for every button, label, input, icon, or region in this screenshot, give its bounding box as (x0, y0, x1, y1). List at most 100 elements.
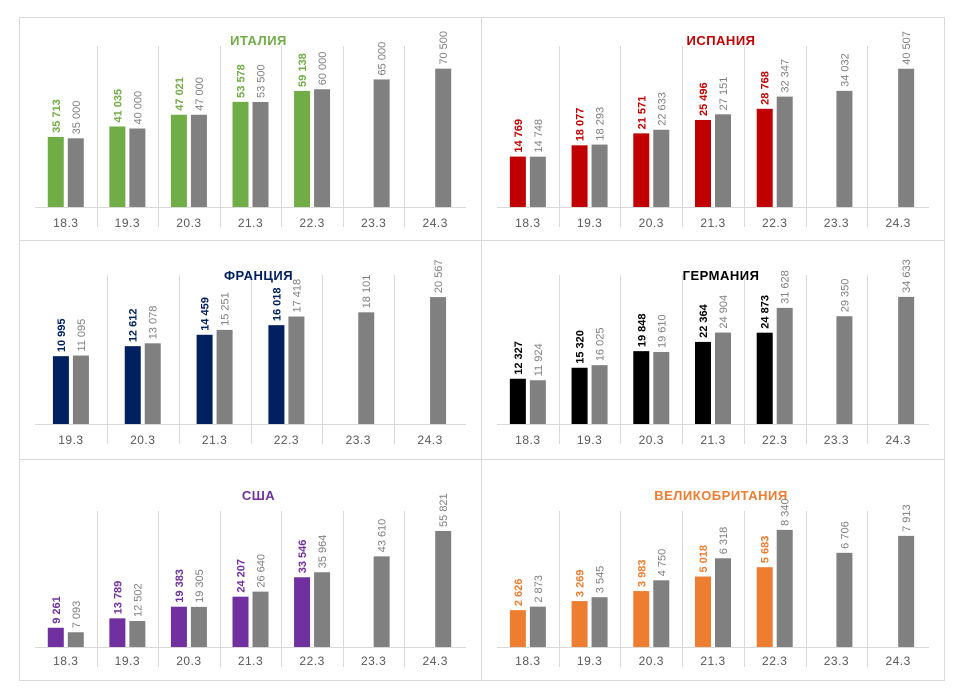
forecast-bar (314, 572, 331, 647)
forecast-data-label: 35 000 (71, 101, 83, 135)
forecast-data-label: 18 101 (361, 275, 373, 309)
actual-data-label: 5 018 (698, 545, 710, 573)
x-tick-label: 18.3 (515, 216, 540, 230)
forecast-bar (190, 114, 207, 207)
actual-data-label: 22 364 (698, 303, 710, 338)
actual-bar (109, 618, 126, 647)
forecast-data-label: 20 567 (433, 259, 445, 293)
chart-panel-italy: ИТАЛИЯ 18.3 35 713 35 000 19.3 41 035 40 000 20… (20, 18, 481, 240)
forecast-bar (373, 79, 390, 207)
forecast-data-label: 40 000 (132, 91, 144, 125)
forecast-bar (435, 530, 452, 647)
x-tick-label: 20.3 (639, 216, 664, 230)
forecast-data-label: 29 350 (839, 279, 851, 313)
x-tick-label: 18.3 (53, 654, 78, 668)
forecast-bar (898, 296, 915, 424)
chart-title: ВЕЛИКОБРИТАНИЯ (654, 488, 788, 503)
actual-bar (170, 606, 187, 647)
forecast-bar (836, 316, 853, 424)
x-tick-label: 20.3 (176, 216, 201, 230)
x-tick-label: 20.3 (176, 654, 201, 668)
actual-bar (509, 156, 526, 207)
x-tick-label: 22.3 (299, 216, 324, 230)
forecast-data-label: 15 251 (220, 292, 232, 326)
chart-title: ФРАНЦИЯ (224, 268, 293, 283)
actual-bar (232, 101, 249, 207)
actual-data-label: 35 713 (51, 99, 63, 133)
actual-data-label: 12 327 (513, 341, 525, 375)
chart-germany: ГЕРМАНИЯ 18.3 12 327 11 924 19.3 15 320 16 025… (497, 259, 929, 447)
actual-data-label: 14 459 (200, 297, 212, 331)
x-tick-label: 22.3 (762, 216, 787, 230)
forecast-bar (653, 352, 670, 424)
actual-data-label: 12 612 (128, 309, 140, 343)
actual-bar (268, 325, 285, 424)
forecast-bar (591, 365, 608, 424)
forecast-bar (836, 552, 853, 647)
x-tick-label: 19.3 (577, 216, 602, 230)
forecast-bar (776, 96, 793, 207)
x-tick-label: 20.3 (130, 433, 155, 447)
forecast-data-label: 70 500 (438, 31, 450, 65)
x-tick-label: 24.3 (885, 433, 910, 447)
forecast-data-label: 2 873 (533, 575, 545, 603)
actual-bar (509, 378, 526, 424)
forecast-data-label: 34 633 (901, 259, 913, 293)
actual-bar (294, 90, 311, 207)
actual-bar (170, 114, 187, 207)
actual-bar (52, 356, 69, 424)
x-tick-label: 23.3 (361, 216, 386, 230)
forecast-bar (591, 597, 608, 647)
actual-data-label: 47 021 (174, 77, 186, 111)
x-tick-label: 20.3 (639, 654, 664, 668)
forecast-bar (288, 316, 305, 424)
actual-data-label: 21 571 (636, 96, 648, 130)
x-tick-label: 21.3 (700, 433, 725, 447)
actual-bar (633, 133, 650, 207)
actual-bar (571, 145, 588, 207)
actual-bar (756, 567, 773, 647)
forecast-data-label: 16 025 (595, 328, 607, 362)
chart-italy: ИТАЛИЯ 18.3 35 713 35 000 19.3 41 035 40 000 20… (35, 31, 466, 230)
forecast-data-label: 18 293 (595, 107, 607, 141)
actual-data-label: 13 789 (112, 581, 124, 615)
forecast-bar (529, 156, 546, 207)
forecast-bar (216, 329, 233, 424)
forecast-data-label: 19 610 (656, 314, 668, 348)
forecast-bar (67, 138, 84, 207)
forecast-data-label: 11 924 (533, 343, 545, 376)
x-tick-label: 23.3 (346, 433, 371, 447)
forecast-data-label: 32 347 (780, 59, 792, 93)
x-tick-label: 21.3 (700, 216, 725, 230)
actual-bar (509, 610, 526, 647)
chart-spain: ИСПАНИЯ 18.3 14 769 14 748 19.3 18 077 18 293 2… (497, 31, 929, 230)
chart-panel-uk: ВЕЛИКОБРИТАНИЯ 18.3 2 626 2 873 19.3 3 269 3 5… (482, 460, 944, 680)
actual-bar (571, 367, 588, 424)
actual-bar (294, 577, 311, 647)
actual-data-label: 2 626 (513, 579, 525, 607)
forecast-data-label: 6 318 (718, 527, 730, 555)
forecast-data-label: 55 821 (438, 493, 450, 527)
horizontal-divider-top (20, 240, 944, 241)
actual-bar (196, 334, 213, 424)
forecast-data-label: 6 706 (839, 521, 851, 549)
actual-bar (47, 136, 64, 207)
chart-panel-usa: США 18.3 9 261 7 093 19.3 13 789 12 502 20.3 19 … (20, 460, 481, 680)
x-tick-label: 23.3 (824, 216, 849, 230)
forecast-data-label: 26 640 (256, 554, 268, 588)
x-tick-label: 22.3 (762, 654, 787, 668)
actual-data-label: 24 207 (236, 559, 248, 593)
forecast-bar (129, 621, 146, 647)
x-tick-label: 24.3 (885, 654, 910, 668)
forecast-bar (715, 332, 731, 424)
x-tick-label: 24.3 (423, 216, 448, 230)
actual-bar (633, 351, 650, 424)
actual-data-label: 41 035 (112, 89, 124, 123)
forecast-bar (529, 606, 546, 647)
vertical-divider (481, 18, 482, 680)
forecast-bar (358, 312, 375, 424)
chart-title: ИСПАНИЯ (686, 33, 755, 48)
x-tick-label: 19.3 (577, 433, 602, 447)
forecast-bar (653, 129, 670, 207)
forecast-data-label: 24 904 (718, 295, 730, 329)
